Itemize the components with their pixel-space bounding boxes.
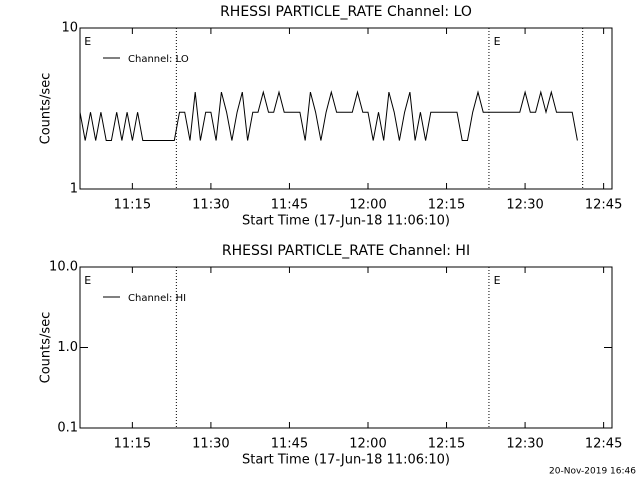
x-tick-label: 11:45 <box>271 437 308 452</box>
footer: 20-Nov-2019 16:46 <box>549 467 636 477</box>
x-tick-label: 12:45 <box>585 198 622 213</box>
x-tick-label: 12:15 <box>428 198 465 213</box>
y-tick-label: 1.0 <box>57 340 78 355</box>
data-line <box>79 90 578 141</box>
flag-label: E <box>494 35 501 48</box>
flag-label: E <box>84 35 91 48</box>
y-tick-label: 1 <box>70 182 78 197</box>
chart-title: RHESSI PARTICLE_RATE Channel: LO <box>220 4 472 20</box>
x-tick-label: 12:30 <box>506 437 543 452</box>
x-tick-label: 11:30 <box>192 198 229 213</box>
x-tick-label: 12:00 <box>349 437 386 452</box>
y-axis-label: Counts/sec <box>39 73 54 145</box>
chart-title: RHESSI PARTICLE_RATE Channel: HI <box>222 243 470 259</box>
x-tick-label: 11:30 <box>192 437 229 452</box>
plot-frame <box>79 27 613 190</box>
x-axis-label: Start Time (17-Jun-18 11:06:10) <box>242 453 450 468</box>
legend-label: Channel: HI <box>128 293 186 304</box>
y-tick-label: 10.0 <box>49 260 78 275</box>
y-tick-label: 10 <box>61 21 78 36</box>
y-tick-label: 0.1 <box>57 421 78 436</box>
x-tick-label: 11:15 <box>114 437 151 452</box>
x-tick-label: 12:15 <box>428 437 465 452</box>
x-tick-label: 11:15 <box>114 198 151 213</box>
x-tick-label: 12:00 <box>349 198 386 213</box>
y-axis-label: Counts/sec <box>39 312 54 384</box>
legend-label: Channel: LO <box>128 54 189 65</box>
x-tick-label: 12:45 <box>585 437 622 452</box>
flag-label: E <box>84 274 91 287</box>
x-tick-label: 12:30 <box>506 198 543 213</box>
x-axis-label: Start Time (17-Jun-18 11:06:10) <box>242 214 450 229</box>
x-tick-label: 11:45 <box>271 198 308 213</box>
flag-label: E <box>494 274 501 287</box>
